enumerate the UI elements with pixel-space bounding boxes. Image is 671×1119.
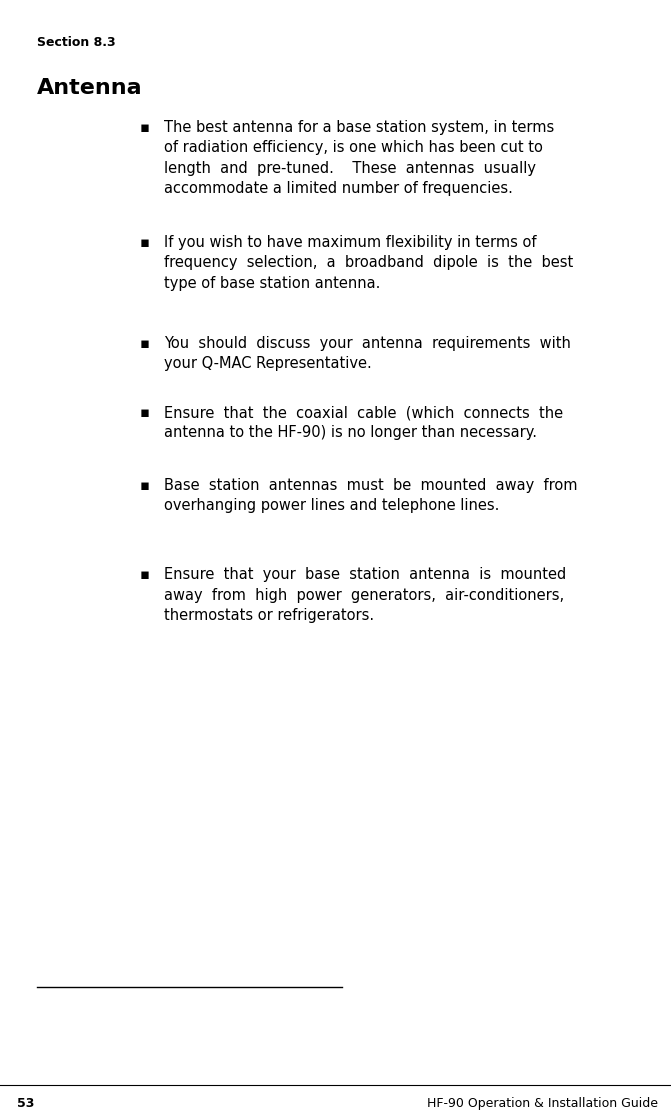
Text: HF-90 Operation & Installation Guide: HF-90 Operation & Installation Guide	[427, 1097, 658, 1110]
Text: You  should  discuss  your  antenna  requirements  with
your Q-MAC Representativ: You should discuss your antenna requirem…	[164, 336, 571, 372]
Text: ▪: ▪	[140, 235, 149, 250]
Text: 53: 53	[17, 1097, 34, 1110]
Text: Antenna: Antenna	[37, 78, 142, 98]
Text: If you wish to have maximum flexibility in terms of
frequency  selection,  a  br: If you wish to have maximum flexibility …	[164, 235, 574, 291]
Text: Section 8.3: Section 8.3	[37, 36, 115, 49]
Text: Ensure  that  the  coaxial  cable  (which  connects  the
antenna to the HF-90) i: Ensure that the coaxial cable (which con…	[164, 405, 564, 441]
Text: ▪: ▪	[140, 567, 149, 582]
Text: ▪: ▪	[140, 120, 149, 134]
Text: Base  station  antennas  must  be  mounted  away  from
overhanging power lines a: Base station antennas must be mounted aw…	[164, 478, 578, 514]
Text: ▪: ▪	[140, 336, 149, 350]
Text: ▪: ▪	[140, 405, 149, 420]
Text: Ensure  that  your  base  station  antenna  is  mounted
away  from  high  power : Ensure that your base station antenna is…	[164, 567, 566, 623]
Text: The best antenna for a base station system, in terms
of radiation efficiency, is: The best antenna for a base station syst…	[164, 120, 555, 196]
Text: ▪: ▪	[140, 478, 149, 492]
